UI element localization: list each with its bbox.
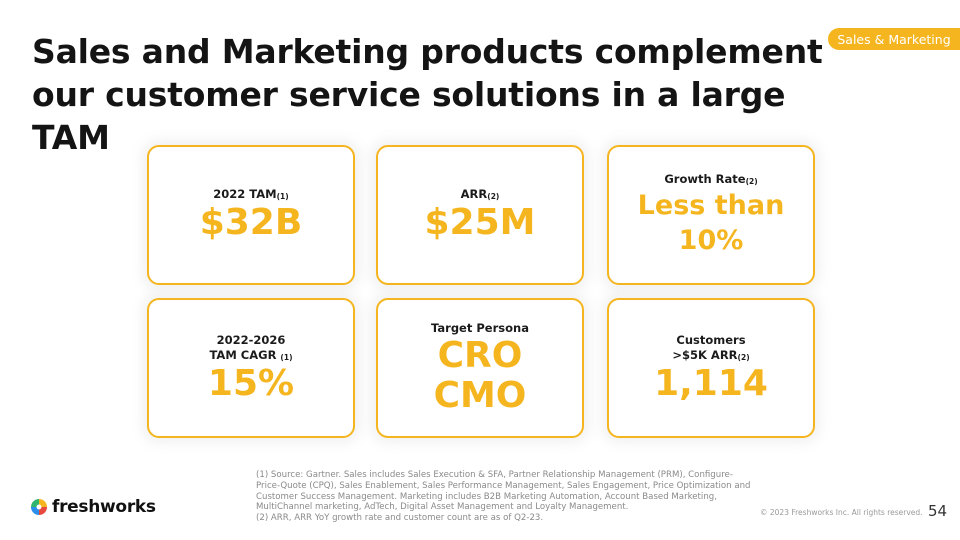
arr-label: ARR(2) (460, 187, 500, 201)
growth-rate-value-line-1: Less than (637, 190, 785, 221)
target-persona-card: Target Persona CRO CMO (376, 298, 584, 438)
tam-cagr-card: 2022-2026 TAM CAGR (1) 15% (147, 298, 355, 438)
arr-card: ARR(2) $25M (376, 145, 584, 285)
title-line-2: our customer service solutions in a larg… (32, 75, 786, 157)
footnote-2: (2) ARR, ARR YoY growth rate and custome… (256, 513, 544, 524)
logo-text: freshworks (52, 497, 156, 517)
target-persona-value-line-2: CMO (433, 374, 527, 416)
tam-label: 2022 TAM(1) (213, 187, 289, 201)
tam-cagr-value: 15% (207, 362, 295, 404)
customers-value: 1,114 (654, 362, 768, 404)
arr-value: $25M (424, 202, 536, 243)
page-number: 54 (928, 502, 948, 520)
footnotes: (1) Source: Gartner. Sales includes Sale… (256, 470, 756, 524)
section-tag: Sales & Marketing (828, 28, 960, 50)
freshworks-logo: freshworks (30, 497, 156, 517)
customers-label-line-1: Customers (676, 332, 746, 347)
tam-value: $32B (199, 202, 303, 243)
customers-label-line-2: >$5K ARR(2) (672, 347, 750, 362)
tam-card: 2022 TAM(1) $32B (147, 145, 355, 285)
freshworks-logo-icon (31, 499, 47, 515)
copyright: © 2023 Freshworks Inc. All rights reserv… (760, 508, 923, 517)
target-persona-value-line-1: CRO (437, 334, 523, 376)
footnote-1: (1) Source: Gartner. Sales includes Sale… (256, 470, 751, 513)
target-persona-label: Target Persona (431, 320, 529, 335)
growth-rate-value-line-2: 10% (678, 225, 744, 256)
title-line-1: Sales and Marketing products complement (32, 32, 823, 71)
page-title: Sales and Marketing products complement … (32, 30, 832, 159)
customers-card: Customers >$5K ARR(2) 1,114 (607, 298, 815, 438)
tam-cagr-label-line-1: 2022-2026 (216, 332, 286, 347)
growth-rate-card: Growth Rate(2) Less than 10% (607, 145, 815, 285)
growth-rate-label: Growth Rate(2) (664, 172, 758, 186)
tam-cagr-label-line-2: TAM CAGR (1) (209, 347, 293, 362)
